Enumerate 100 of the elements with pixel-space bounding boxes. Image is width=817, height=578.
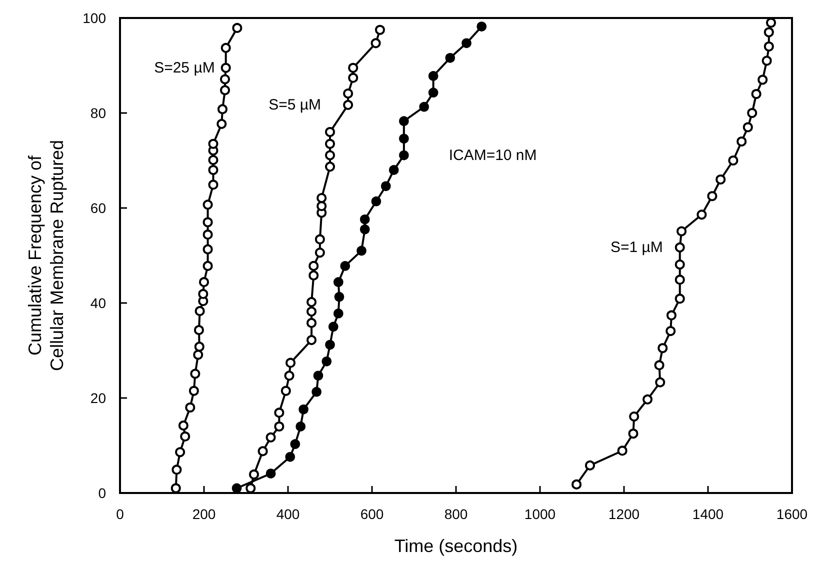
point <box>220 62 231 73</box>
point <box>313 370 324 381</box>
point <box>314 234 325 244</box>
point <box>356 246 366 256</box>
series-label: S=5 µM <box>268 96 322 114</box>
point <box>232 483 242 494</box>
point <box>198 288 208 299</box>
point <box>216 118 227 129</box>
point <box>325 340 335 350</box>
point <box>306 318 317 328</box>
point <box>316 201 327 212</box>
point <box>258 446 268 456</box>
point <box>290 439 300 449</box>
point <box>674 294 685 304</box>
point <box>764 27 774 38</box>
point <box>325 127 335 137</box>
x-axis-title: Time (seconds) <box>394 536 518 556</box>
point <box>428 88 438 98</box>
point <box>202 230 213 240</box>
point <box>175 447 186 458</box>
point <box>584 460 595 470</box>
point <box>220 74 230 84</box>
point <box>202 260 213 271</box>
point <box>306 306 317 317</box>
point <box>217 104 228 114</box>
y-tick-label: 40 <box>90 295 106 311</box>
point <box>194 325 204 336</box>
point <box>296 422 306 432</box>
point <box>285 452 295 462</box>
point <box>208 165 218 175</box>
y-tick-label: 80 <box>90 105 106 121</box>
point <box>220 42 231 53</box>
point <box>374 24 385 35</box>
point <box>628 428 638 439</box>
point <box>208 155 218 166</box>
y-tick-label: 100 <box>82 10 106 26</box>
point <box>380 181 391 192</box>
point <box>314 248 325 258</box>
point <box>202 217 213 228</box>
point <box>666 326 676 336</box>
x-tick-label: 600 <box>360 506 384 522</box>
point <box>208 138 218 149</box>
point <box>371 196 382 206</box>
point <box>194 306 205 316</box>
point <box>728 156 738 166</box>
point <box>334 308 344 318</box>
point <box>736 136 747 146</box>
point <box>747 108 758 118</box>
point <box>202 200 213 210</box>
point <box>322 356 332 366</box>
point <box>208 180 218 190</box>
point <box>286 358 296 368</box>
point <box>655 377 666 388</box>
point <box>360 224 370 234</box>
point <box>762 56 772 66</box>
point <box>172 464 182 475</box>
point <box>642 394 653 404</box>
point <box>716 174 726 184</box>
point <box>343 100 354 110</box>
series-label: S=25 µM <box>154 59 215 76</box>
point <box>462 38 472 48</box>
point <box>751 89 762 99</box>
point <box>658 343 668 354</box>
point <box>306 297 317 308</box>
point <box>348 72 358 83</box>
x-tick-label: 800 <box>444 506 468 522</box>
point <box>360 214 370 224</box>
point <box>419 102 429 112</box>
point <box>199 277 209 288</box>
point <box>476 22 487 32</box>
point <box>190 368 200 379</box>
point <box>274 422 284 432</box>
y-tick-label: 20 <box>90 390 106 406</box>
series-label: S=1 µM <box>610 238 663 256</box>
point <box>274 408 284 418</box>
point <box>348 62 358 73</box>
point <box>284 370 294 381</box>
point <box>280 386 291 396</box>
point <box>629 412 640 422</box>
point <box>220 85 230 96</box>
point <box>334 292 344 302</box>
point <box>325 150 335 160</box>
x-tick-label: 400 <box>276 506 300 522</box>
x-tick-label: 1000 <box>524 506 556 522</box>
point <box>617 446 628 456</box>
point <box>445 53 456 63</box>
x-tick-label: 1400 <box>692 506 724 522</box>
point <box>764 42 774 52</box>
point <box>325 162 335 172</box>
point <box>325 138 335 149</box>
point <box>266 468 276 478</box>
point <box>308 270 319 280</box>
point <box>388 165 399 175</box>
point <box>193 350 204 360</box>
point <box>298 404 308 414</box>
x-tick-label: 1600 <box>776 506 808 522</box>
point <box>246 483 256 494</box>
point <box>328 322 338 332</box>
point <box>316 193 327 204</box>
point <box>674 242 685 252</box>
